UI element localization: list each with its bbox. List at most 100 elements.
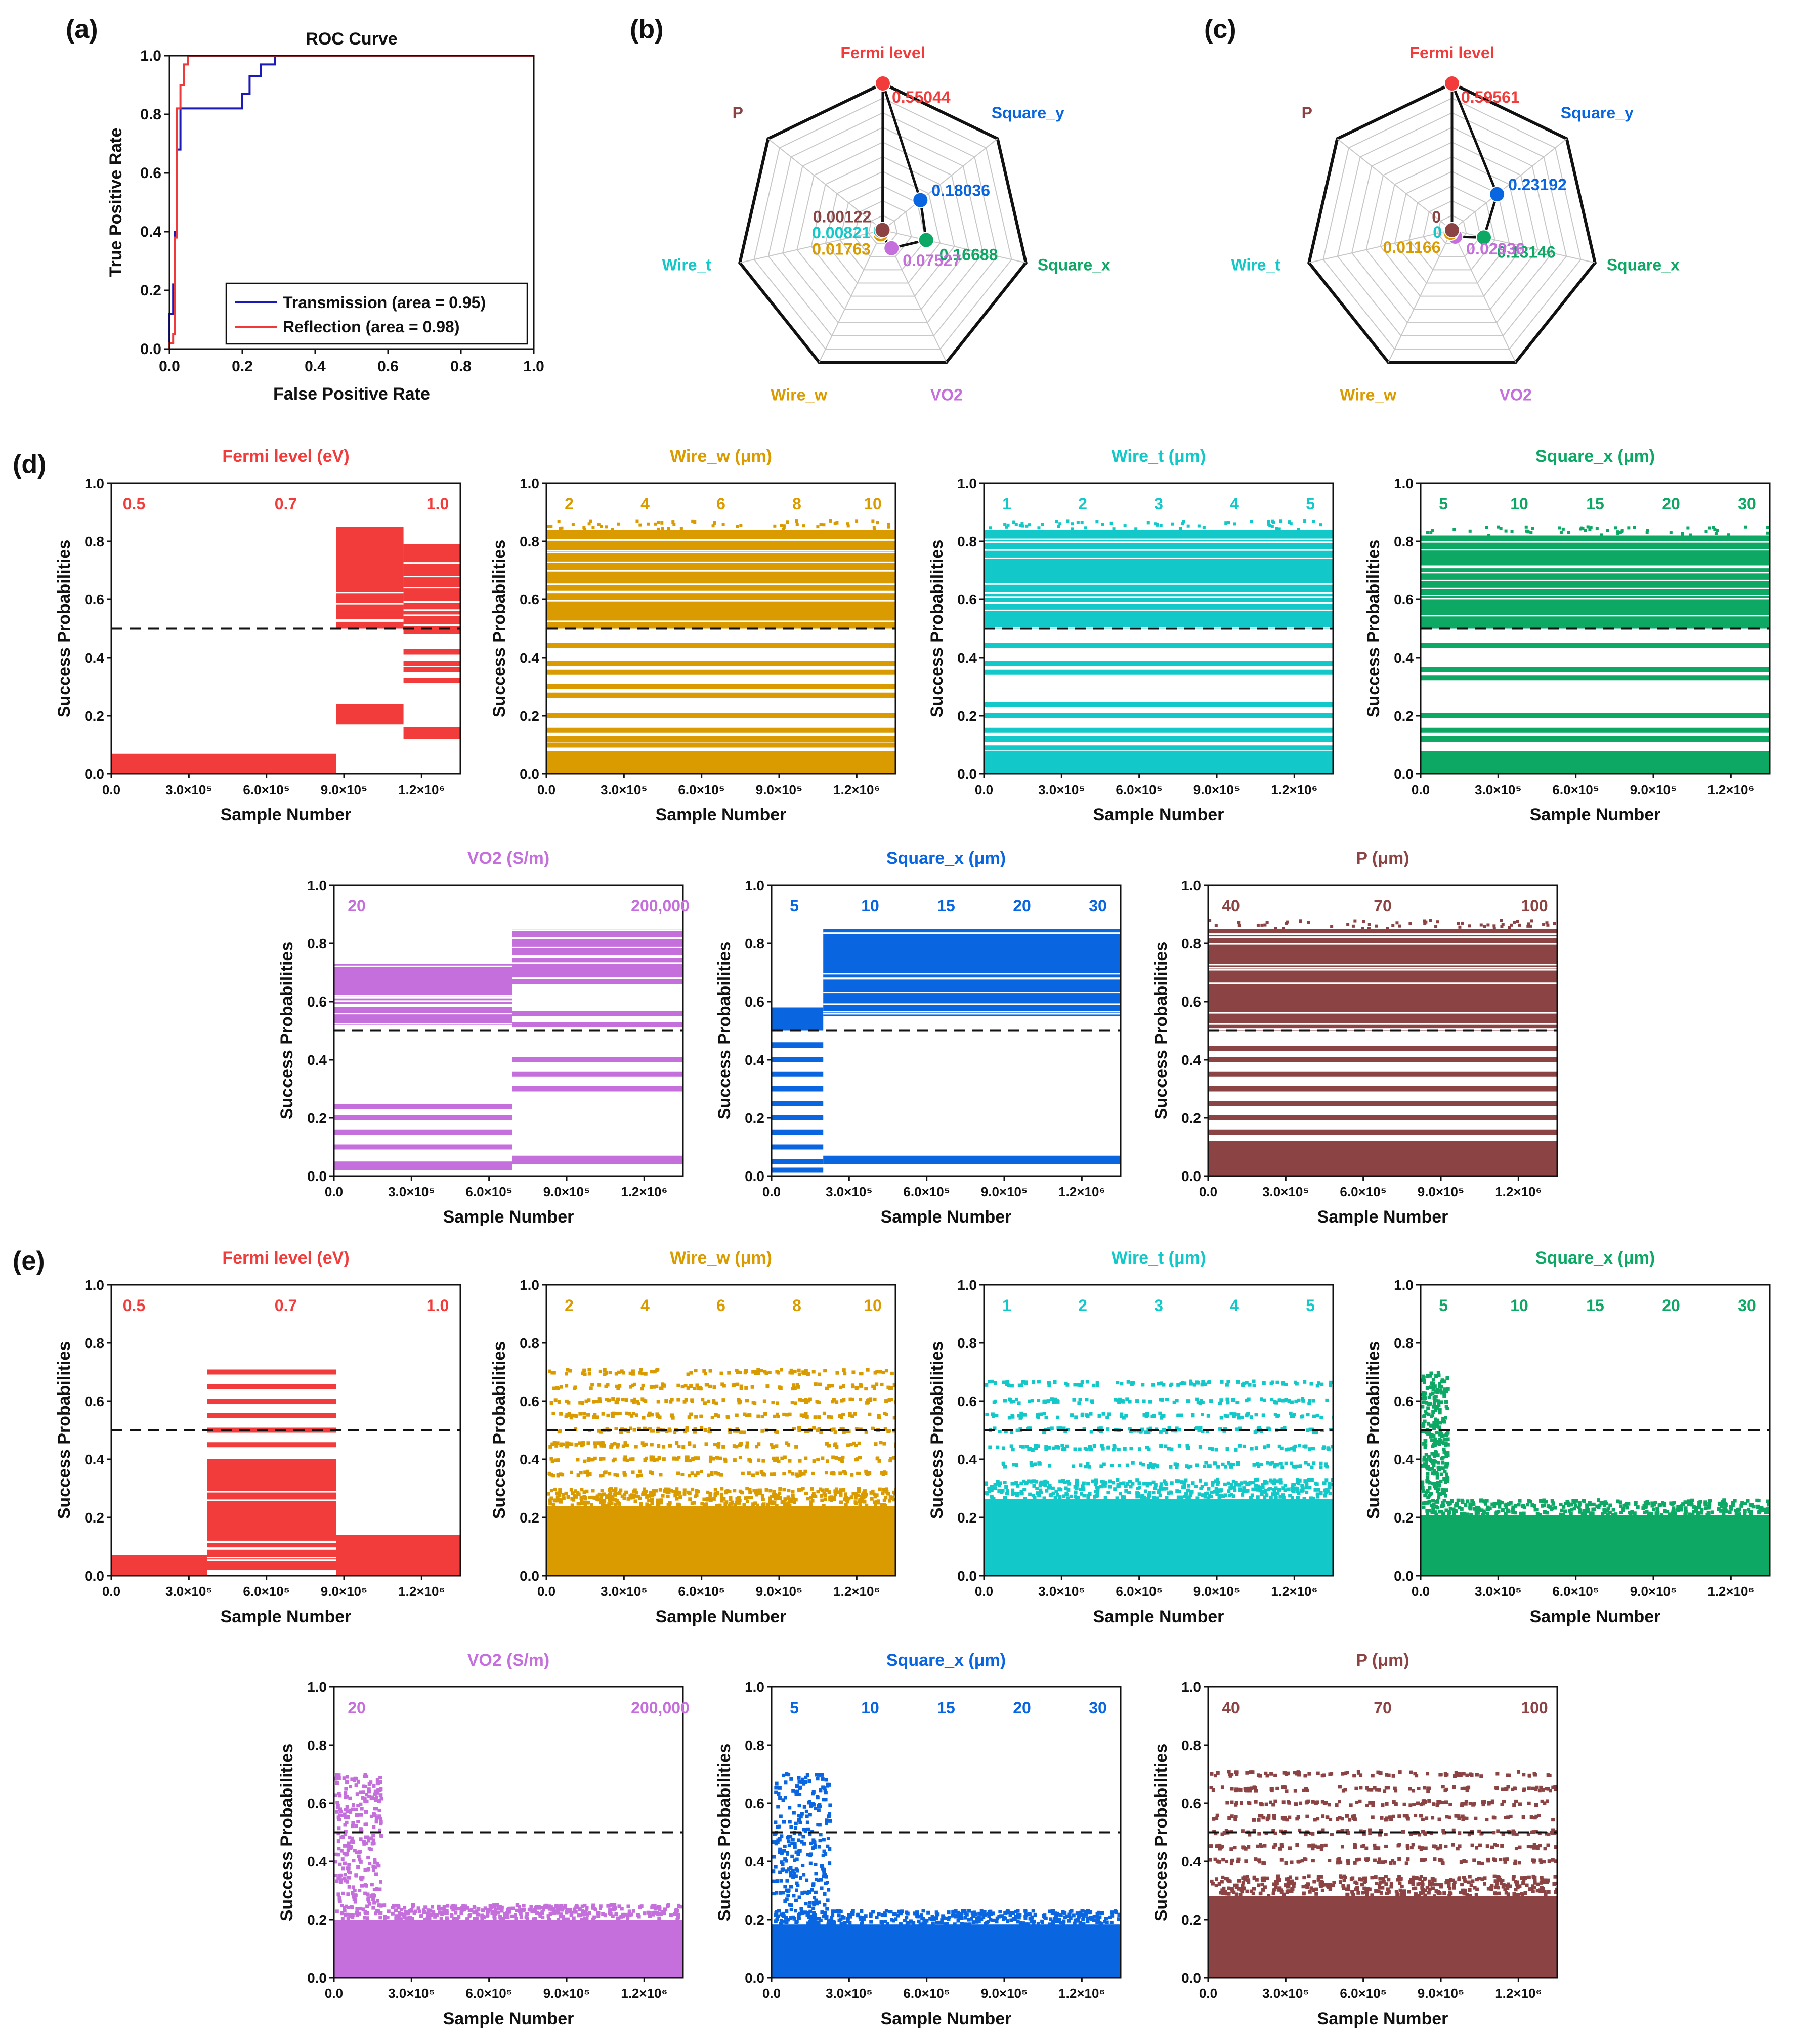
- scatter-point: [608, 1498, 612, 1502]
- scatter-point: [596, 1441, 601, 1445]
- scatter-point: [375, 1862, 379, 1866]
- scatter-point: [1734, 1509, 1738, 1513]
- scatter-gap: [1421, 595, 1770, 597]
- scatter-point: [880, 1382, 884, 1386]
- scatter-grid-e: 0.00.20.40.60.81.00.0 3.0×10⁵ 6.0×10⁵ 9.0×1…: [55, 1248, 1771, 2028]
- scatter-point: [683, 1430, 688, 1434]
- scatter-point: [982, 1910, 987, 1914]
- subplot-title: Wire_w (μm): [670, 1248, 772, 1268]
- scatter-point: [708, 1427, 712, 1431]
- x-tick-label: 9.0×10⁵: [543, 1184, 590, 1199]
- scatter-point: [963, 1909, 967, 1913]
- scatter-point: [618, 1491, 622, 1495]
- scatter-point: [408, 1916, 412, 1920]
- scatter-point: [1056, 1400, 1060, 1404]
- category-label: 40: [1222, 897, 1240, 915]
- scatter-point: [851, 1385, 855, 1389]
- scatter-point: [1311, 1447, 1315, 1451]
- scatter-point: [1687, 1512, 1691, 1516]
- scatter-point: [778, 1824, 782, 1829]
- scatter-point: [645, 1502, 649, 1506]
- scatter-point: [1278, 1495, 1283, 1499]
- scatter-point: [344, 1913, 348, 1917]
- scatter-point: [1248, 1383, 1252, 1387]
- scatter-point: [1296, 1489, 1300, 1493]
- scatter-point: [1551, 1502, 1555, 1506]
- scatter-point: [1431, 529, 1434, 532]
- scatter-point: [1194, 1484, 1198, 1488]
- scatter-point: [876, 521, 879, 525]
- scatter-point: [1145, 1412, 1149, 1416]
- scatter-point: [377, 1814, 381, 1818]
- scatter-point: [1287, 1399, 1291, 1403]
- x-tick-label: 9.0×10⁵: [756, 782, 802, 797]
- scatter-point: [918, 1922, 922, 1926]
- scatter-point: [786, 520, 789, 524]
- scatter-point: [1766, 1499, 1770, 1503]
- scatter-point: [1713, 528, 1717, 531]
- scatter-point: [1292, 1489, 1296, 1493]
- scatter-point: [1731, 1501, 1735, 1505]
- scatter-point: [1047, 1381, 1051, 1385]
- scatter-point: [1458, 1506, 1462, 1510]
- scatter-point: [1295, 1464, 1299, 1468]
- scatter-point: [379, 1880, 383, 1884]
- scatter-point: [454, 1904, 458, 1908]
- scatter-point: [797, 1817, 801, 1821]
- scatter-line: [1421, 713, 1770, 718]
- scatter-point: [617, 1370, 621, 1374]
- scatter-point: [1163, 1479, 1167, 1483]
- scatter-point: [1429, 1423, 1433, 1427]
- scatter-point: [1265, 921, 1269, 924]
- scatter-point: [696, 1471, 700, 1475]
- scatter-point: [1192, 1383, 1196, 1387]
- y-tick-label: 0.4: [307, 1854, 327, 1869]
- plot-frame: [168, 55, 535, 350]
- scatter-point: [1030, 1915, 1034, 1919]
- scatter-point: [1653, 1500, 1657, 1504]
- scatter-point: [1729, 1505, 1733, 1509]
- scatter-point: [1089, 1910, 1093, 1914]
- y-tick-label: 0.4: [1394, 650, 1414, 666]
- plot-frame: [545, 482, 896, 775]
- scatter-point: [1062, 1494, 1066, 1498]
- scatter-line: [546, 661, 895, 666]
- scatter-point: [1079, 1463, 1083, 1467]
- scatter-point: [1450, 1499, 1454, 1503]
- scatter-point: [912, 1921, 916, 1925]
- radar-marker: [912, 192, 929, 208]
- scatter-point: [1683, 1512, 1687, 1516]
- scatter-gap: [984, 602, 1333, 604]
- scatter-point: [1307, 921, 1310, 924]
- scatter-point: [1274, 927, 1277, 930]
- scatter-gap: [403, 587, 460, 589]
- x-tick-label: 6.0×10⁵: [465, 1184, 512, 1199]
- scatter-point: [611, 1495, 615, 1499]
- scatter-point: [813, 1896, 817, 1900]
- scatter-point: [574, 1489, 578, 1493]
- scatter-point: [1250, 1493, 1254, 1497]
- scatter-point: [783, 1497, 787, 1501]
- scatter-point: [816, 1458, 820, 1462]
- scatter-point: [1362, 920, 1365, 923]
- scatter-point: [1019, 1481, 1023, 1485]
- scatter-point: [1606, 529, 1609, 532]
- scatter-point: [909, 1920, 913, 1924]
- scatter-point: [791, 1494, 795, 1498]
- scatter-point: [673, 1430, 677, 1434]
- scatter-point: [1278, 1478, 1283, 1483]
- scatter-point: [1513, 920, 1516, 924]
- y-tick-label: 0.4: [84, 650, 104, 666]
- scatter-point: [378, 1817, 382, 1821]
- scatter-point: [937, 1920, 941, 1924]
- scatter-point: [339, 1878, 343, 1882]
- scatter-point: [827, 1384, 831, 1388]
- scatter-point: [720, 1496, 724, 1500]
- scatter-point: [827, 1444, 831, 1448]
- scatter-point: [1434, 1431, 1438, 1435]
- scatter-point: [856, 1913, 860, 1918]
- scatter-point: [985, 1920, 989, 1924]
- scatter-point: [751, 1370, 755, 1374]
- scatter-point: [1579, 526, 1583, 530]
- scatter-point: [1423, 1445, 1427, 1449]
